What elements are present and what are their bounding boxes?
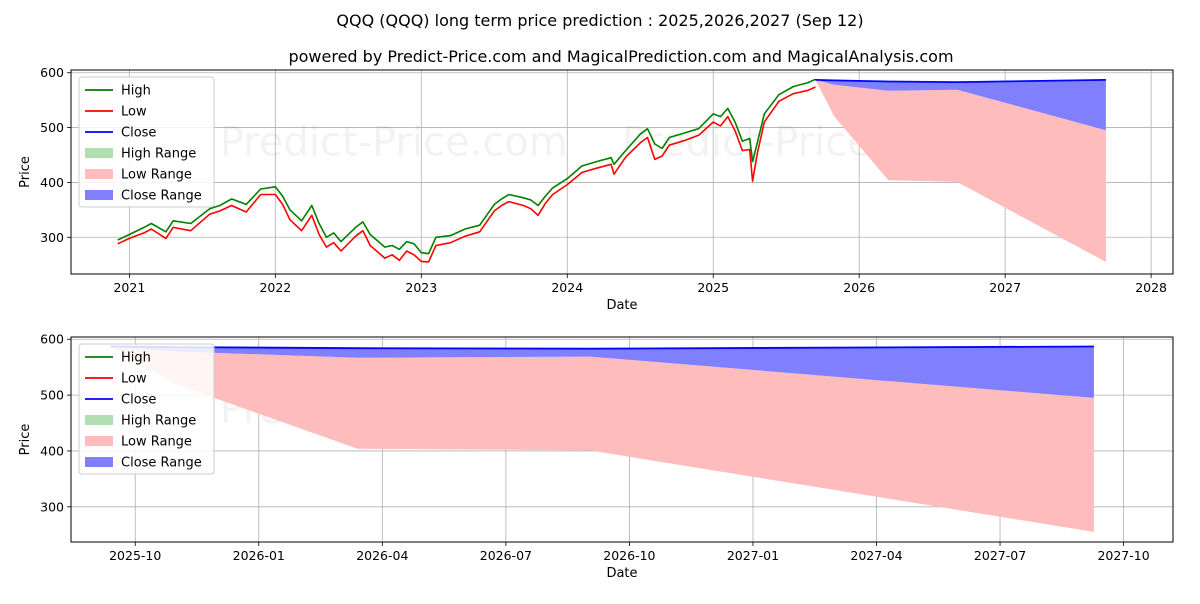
y-tick-label: 300 bbox=[40, 499, 64, 514]
legend-label-close-range: Close Range bbox=[121, 456, 202, 471]
upper-plot-panel: Predict-Price.com Predict-Price.comPredic… bbox=[18, 65, 1174, 322]
close-forecast-line bbox=[815, 79, 1106, 84]
close-range-band bbox=[110, 346, 1094, 398]
legend: High Low Close High Range Low Range Close Ran… bbox=[78, 343, 215, 475]
x-tick-label: 2027-01 bbox=[727, 548, 779, 563]
low-series-line bbox=[117, 86, 816, 263]
x-axis-title: Date bbox=[606, 566, 637, 581]
x-tick-label: 2021 bbox=[113, 280, 145, 295]
y-tick-label: 500 bbox=[40, 120, 64, 135]
y-tick-label: 600 bbox=[40, 332, 64, 347]
legend-label-high-range: High Range bbox=[121, 414, 196, 429]
low-range-band bbox=[815, 79, 1106, 262]
x-tick-label: 2027-10 bbox=[1097, 548, 1149, 563]
legend-label-high: High bbox=[121, 84, 151, 99]
x-tick-label: 2025 bbox=[697, 280, 729, 295]
legend-label-close: Close bbox=[121, 126, 156, 141]
x-tick-label: 2026-07 bbox=[480, 548, 532, 563]
legend-label-low-range: Low Range bbox=[121, 435, 192, 450]
x-tick-label: 2022 bbox=[259, 280, 291, 295]
legend-label-low: Low bbox=[121, 372, 147, 387]
y-tick-label: 400 bbox=[40, 443, 64, 458]
close-range-band bbox=[815, 79, 1106, 131]
legend: High Low Close High Range Low Range Close Ran… bbox=[78, 76, 215, 208]
legend-swatch-low-range bbox=[85, 169, 113, 179]
x-tick-label: 2026 bbox=[843, 280, 875, 295]
legend-swatch-high-range bbox=[85, 415, 113, 425]
x-tick-label: 2024 bbox=[551, 280, 583, 295]
legend-label-close-range: Close Range bbox=[121, 189, 202, 204]
y-tick-label: 500 bbox=[40, 388, 64, 403]
y-axis-title: Price bbox=[18, 424, 33, 456]
x-tick-label: 2025-10 bbox=[109, 548, 161, 563]
x-axis-title: Date bbox=[606, 298, 637, 313]
y-tick-label: 400 bbox=[40, 175, 64, 190]
x-tick-label: 2027-07 bbox=[974, 548, 1026, 563]
legend-swatch-close-range bbox=[85, 190, 113, 200]
lower-plot-panel: Predict-Price.comPredict-Price.com2025-1… bbox=[18, 332, 1174, 581]
legend-swatch-low-range bbox=[85, 436, 113, 446]
legend-label-low-range: Low Range bbox=[121, 168, 192, 183]
watermark-text: Predict-Price.com bbox=[220, 120, 568, 166]
y-tick-label: 300 bbox=[40, 230, 64, 245]
x-tick-label: 2023 bbox=[405, 280, 437, 295]
legend-label-high: High bbox=[121, 351, 151, 366]
y-axis-title: Price bbox=[18, 156, 33, 188]
legend-label-low: Low bbox=[121, 105, 147, 120]
legend-swatch-close-range bbox=[85, 457, 113, 467]
low-range-band bbox=[110, 346, 1094, 532]
plot-frame bbox=[70, 69, 1174, 275]
plot-frame bbox=[70, 336, 1174, 543]
legend-label-close: Close bbox=[121, 393, 156, 408]
x-tick-label: 2026-01 bbox=[233, 548, 285, 563]
high-series-line bbox=[117, 78, 816, 255]
chart-title: QQQ (QQQ) long term price prediction : 2… bbox=[336, 11, 863, 30]
legend-label-high-range: High Range bbox=[121, 147, 196, 162]
chart-subtitle: powered by Predict-Price.com and Magical… bbox=[288, 47, 953, 66]
legend-swatch-high-range bbox=[85, 148, 113, 158]
plot-area bbox=[117, 78, 1106, 263]
x-tick-label: 2028 bbox=[1135, 280, 1167, 295]
x-tick-label: 2026-10 bbox=[603, 548, 655, 563]
plot-area bbox=[110, 345, 1094, 532]
watermark-text: Predict-Price.com bbox=[622, 276, 970, 322]
y-tick-label: 600 bbox=[40, 65, 64, 80]
x-tick-label: 2027 bbox=[989, 280, 1021, 295]
x-tick-label: 2026-04 bbox=[356, 548, 408, 563]
x-tick-label: 2027-04 bbox=[850, 548, 902, 563]
